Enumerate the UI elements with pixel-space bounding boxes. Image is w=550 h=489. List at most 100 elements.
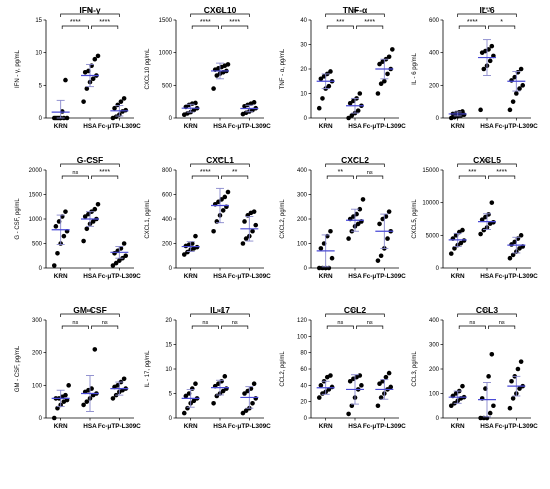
y-tick-label: 5000 bbox=[426, 233, 440, 239]
significance-label: **** bbox=[496, 169, 507, 176]
data-point bbox=[193, 233, 198, 239]
data-point bbox=[92, 206, 98, 212]
panel-title: IL-17 bbox=[210, 305, 230, 315]
significance-bracket bbox=[457, 13, 517, 17]
category-label: HSA bbox=[213, 423, 227, 430]
category-label: KRN bbox=[451, 423, 465, 430]
category-label: HSA bbox=[480, 423, 494, 430]
category-label: Fc-μTP-L309C bbox=[495, 423, 538, 430]
panel-title: IFN-γ bbox=[79, 5, 101, 15]
y-tick-label: 500 bbox=[32, 242, 43, 248]
data-point bbox=[243, 236, 249, 241]
data-point bbox=[507, 255, 513, 261]
category-label: Fc-μTP-L309C bbox=[98, 423, 141, 430]
significance-bracket bbox=[190, 13, 250, 17]
y-tick-label: 200 bbox=[32, 351, 43, 357]
panel-title: GM-CSF bbox=[73, 305, 107, 315]
y-tick-label: 40 bbox=[300, 18, 307, 24]
y-tick-label: 10000 bbox=[422, 201, 439, 207]
data-point bbox=[355, 108, 361, 113]
category-label: Fc-μTP-L309C bbox=[228, 123, 271, 130]
data-point bbox=[316, 395, 322, 400]
data-point bbox=[486, 212, 491, 217]
significance-label: ns bbox=[469, 320, 475, 326]
significance-bracket bbox=[488, 175, 516, 179]
significance-label: ns bbox=[87, 308, 93, 314]
data-point bbox=[328, 228, 333, 234]
significance-bracket bbox=[458, 325, 486, 329]
significance-bracket bbox=[191, 25, 219, 29]
category-label: HSA bbox=[348, 123, 362, 130]
significance-label: ns bbox=[202, 320, 208, 326]
data-point bbox=[194, 244, 200, 250]
y-tick-label: 200 bbox=[297, 217, 308, 223]
category-label: HSA bbox=[83, 273, 97, 280]
y-tick-label: 5 bbox=[39, 83, 43, 89]
y-tick-label: 0 bbox=[169, 116, 173, 122]
panel-10: CCL2 CCL2, pg/mL 0 20 40 60 80 100 120 KRN HSA Fc-μ… bbox=[280, 305, 406, 430]
significance-bracket bbox=[458, 175, 486, 179]
category-label: Fc-μTP-L309C bbox=[98, 123, 141, 130]
category-label: HSA bbox=[480, 273, 494, 280]
y-tick-label: 800 bbox=[162, 168, 173, 174]
y-tick-label: 10 bbox=[35, 51, 42, 57]
y-tick-label: 100 bbox=[429, 392, 440, 398]
data-point bbox=[487, 58, 493, 64]
data-point bbox=[63, 77, 68, 83]
category-label: HSA bbox=[480, 123, 494, 130]
data-point bbox=[515, 366, 521, 372]
data-point bbox=[250, 228, 255, 234]
significance-label: ns bbox=[499, 320, 505, 326]
y-tick-label: 400 bbox=[429, 318, 440, 324]
data-point bbox=[510, 99, 516, 104]
significance-label: ns bbox=[367, 170, 373, 176]
data-point bbox=[318, 383, 324, 388]
y-axis-label: CXCL10 pg/mL bbox=[145, 48, 151, 90]
panel-title: IL-6 bbox=[479, 5, 494, 15]
y-axis-label: CCL3, pg/mL bbox=[412, 351, 418, 387]
data-point bbox=[121, 96, 127, 101]
y-tick-label: 100 bbox=[297, 334, 308, 340]
category-label: HSA bbox=[83, 123, 97, 130]
data-point bbox=[481, 227, 487, 233]
y-tick-label: 0 bbox=[169, 266, 173, 272]
significance-label: ns bbox=[102, 320, 108, 326]
data-point bbox=[193, 381, 198, 387]
data-point bbox=[216, 199, 221, 205]
data-point bbox=[117, 258, 122, 263]
y-axis-label: IL - 17, pg/mL bbox=[145, 350, 151, 387]
data-point bbox=[63, 392, 68, 398]
data-point bbox=[81, 99, 86, 104]
data-point bbox=[216, 381, 221, 387]
data-point bbox=[378, 253, 384, 259]
category-label: KRN bbox=[184, 123, 198, 130]
panel-6: CXCL2 CXCL2, pg/mL 0 100 200 300 400 KRN HSA Fc-μ… bbox=[280, 155, 406, 280]
data-point bbox=[82, 214, 88, 219]
y-tick-label: 400 bbox=[429, 51, 440, 57]
data-point bbox=[354, 211, 359, 217]
panel-title: CXCL2 bbox=[341, 155, 369, 165]
y-tick-label: 300 bbox=[297, 193, 308, 199]
data-point bbox=[253, 222, 259, 228]
significance-label: ns bbox=[484, 158, 490, 164]
y-tick-label: 80 bbox=[300, 351, 307, 357]
data-point bbox=[448, 403, 454, 409]
data-point bbox=[518, 359, 524, 364]
y-tick-label: 40 bbox=[300, 383, 307, 389]
y-tick-label: 300 bbox=[32, 318, 43, 324]
data-point bbox=[377, 61, 382, 67]
data-point bbox=[224, 386, 229, 391]
panel-title: CCL3 bbox=[476, 305, 498, 315]
y-tick-label: 60 bbox=[300, 367, 307, 373]
category-label: KRN bbox=[184, 273, 198, 280]
significance-label: ns bbox=[352, 308, 358, 314]
significance-bracket bbox=[326, 175, 354, 179]
y-tick-label: 200 bbox=[162, 242, 173, 248]
data-point bbox=[329, 255, 335, 261]
significance-label: **** bbox=[200, 19, 211, 26]
category-label: KRN bbox=[451, 123, 465, 130]
data-point bbox=[478, 231, 483, 237]
data-point bbox=[378, 81, 384, 86]
significance-bracket bbox=[61, 175, 89, 179]
significance-label: ns bbox=[72, 320, 78, 326]
